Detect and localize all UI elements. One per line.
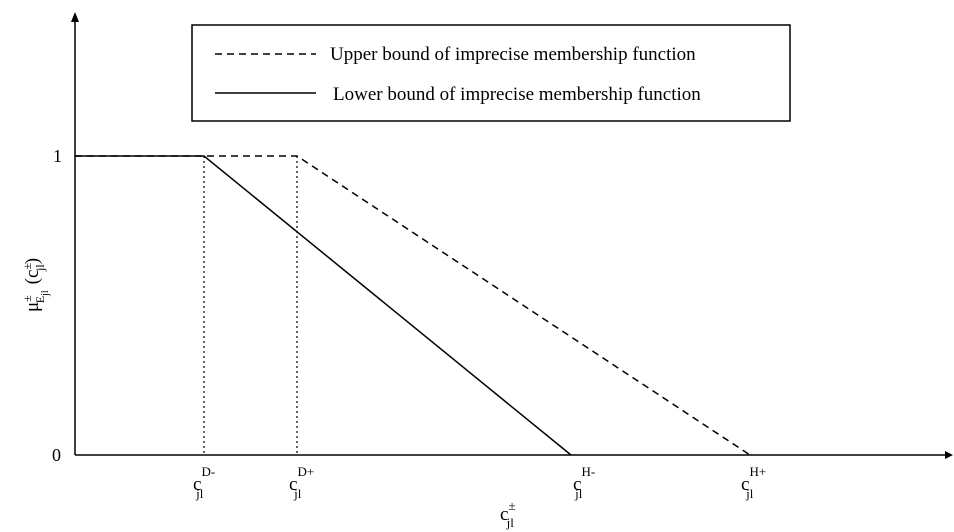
x-axis-arrow — [945, 451, 953, 459]
y-tick-one: 1 — [53, 146, 62, 166]
x-tick-h-minus: cH-jl — [573, 464, 595, 501]
legend-lower-label: Lower bound of imprecise membership func… — [333, 84, 701, 105]
legend-upper-label: Upper bound of imprecise membership func… — [330, 44, 696, 65]
svg-text:cH-jl: cH-jl — [573, 464, 595, 501]
svg-text:cD+jl: cD+ jl — [289, 464, 314, 501]
svg-text:μ±Ejl(c±jl): μ±Ejl(c±jl) — [20, 258, 51, 312]
x-tick-d-minus: cD-jl — [193, 464, 215, 501]
svg-text:c±jl: c± jl — [500, 498, 516, 530]
x-axis-label: c± jl — [500, 498, 516, 530]
svg-text:cD-jl: cD-jl — [193, 464, 215, 501]
y-tick-zero: 0 — [52, 445, 61, 465]
lower-bound-curve — [75, 155, 572, 456]
x-tick-h-plus: cH+ jl — [741, 464, 766, 501]
y-axis-label: μ±Ejl(c±jl) — [20, 258, 51, 312]
upper-bound-curve — [75, 155, 751, 456]
x-tick-d-plus: cD+ jl — [289, 464, 314, 501]
y-axis-arrow — [71, 12, 79, 22]
svg-text:cH+jl: cH+ jl — [741, 464, 766, 501]
legend-box — [191, 24, 791, 122]
